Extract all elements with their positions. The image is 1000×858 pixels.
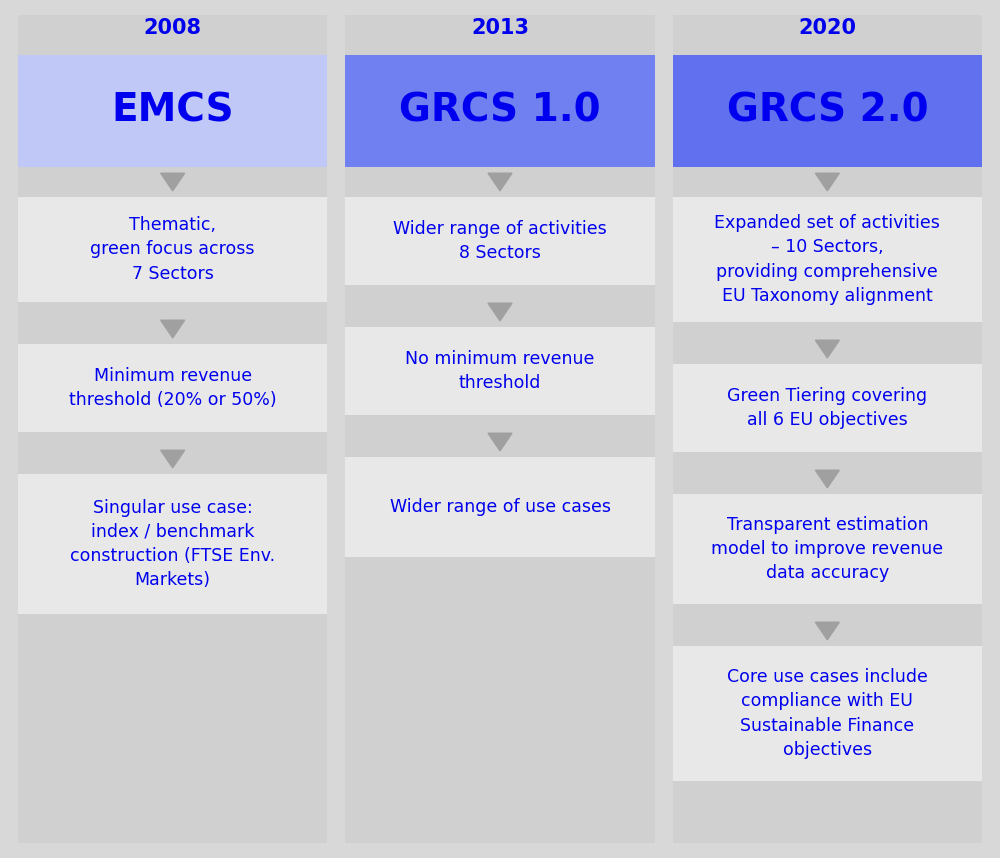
Text: 2020: 2020 <box>798 18 856 38</box>
Bar <box>673 646 982 781</box>
Text: Minimum revenue
threshold (20% or 50%): Minimum revenue threshold (20% or 50%) <box>69 367 276 409</box>
Text: 2008: 2008 <box>144 18 202 38</box>
Polygon shape <box>161 320 185 338</box>
Polygon shape <box>161 450 185 468</box>
Bar <box>18 55 327 167</box>
Bar <box>673 15 982 843</box>
Bar <box>345 55 655 167</box>
Text: GRCS 2.0: GRCS 2.0 <box>727 92 928 130</box>
Bar <box>345 15 655 843</box>
Bar <box>345 327 655 415</box>
Bar <box>345 197 655 285</box>
Polygon shape <box>815 622 839 640</box>
Text: Transparent estimation
model to improve revenue
data accuracy: Transparent estimation model to improve … <box>711 516 943 583</box>
Bar <box>18 197 327 302</box>
Bar <box>345 457 655 557</box>
Polygon shape <box>488 173 512 190</box>
Polygon shape <box>488 433 512 450</box>
Polygon shape <box>815 173 839 190</box>
Polygon shape <box>815 470 839 488</box>
Polygon shape <box>161 173 185 190</box>
Bar <box>673 494 982 604</box>
Bar <box>673 364 982 452</box>
Polygon shape <box>815 341 839 358</box>
Text: Green Tiering covering
all 6 EU objectives: Green Tiering covering all 6 EU objectiv… <box>727 387 927 429</box>
Text: Expanded set of activities
– 10 Sectors,
providing comprehensive
EU Taxonomy ali: Expanded set of activities – 10 Sectors,… <box>714 214 940 305</box>
Bar <box>18 344 327 432</box>
Text: GRCS 1.0: GRCS 1.0 <box>399 92 601 130</box>
Text: EMCS: EMCS <box>111 92 234 130</box>
Text: No minimum revenue
threshold: No minimum revenue threshold <box>405 350 595 392</box>
Bar <box>18 15 327 843</box>
Text: 2013: 2013 <box>471 18 529 38</box>
Text: Singular use case:
index / benchmark
construction (FTSE Env.
Markets): Singular use case: index / benchmark con… <box>70 498 275 589</box>
Bar <box>18 474 327 614</box>
Text: Core use cases include
compliance with EU
Sustainable Finance
objectives: Core use cases include compliance with E… <box>727 668 928 759</box>
Bar <box>673 55 982 167</box>
Bar <box>673 197 982 322</box>
Polygon shape <box>488 303 512 321</box>
Text: Wider range of use cases: Wider range of use cases <box>390 498 610 516</box>
Text: Wider range of activities
8 Sectors: Wider range of activities 8 Sectors <box>393 220 607 263</box>
Text: Thematic,
green focus across
7 Sectors: Thematic, green focus across 7 Sectors <box>90 216 255 283</box>
